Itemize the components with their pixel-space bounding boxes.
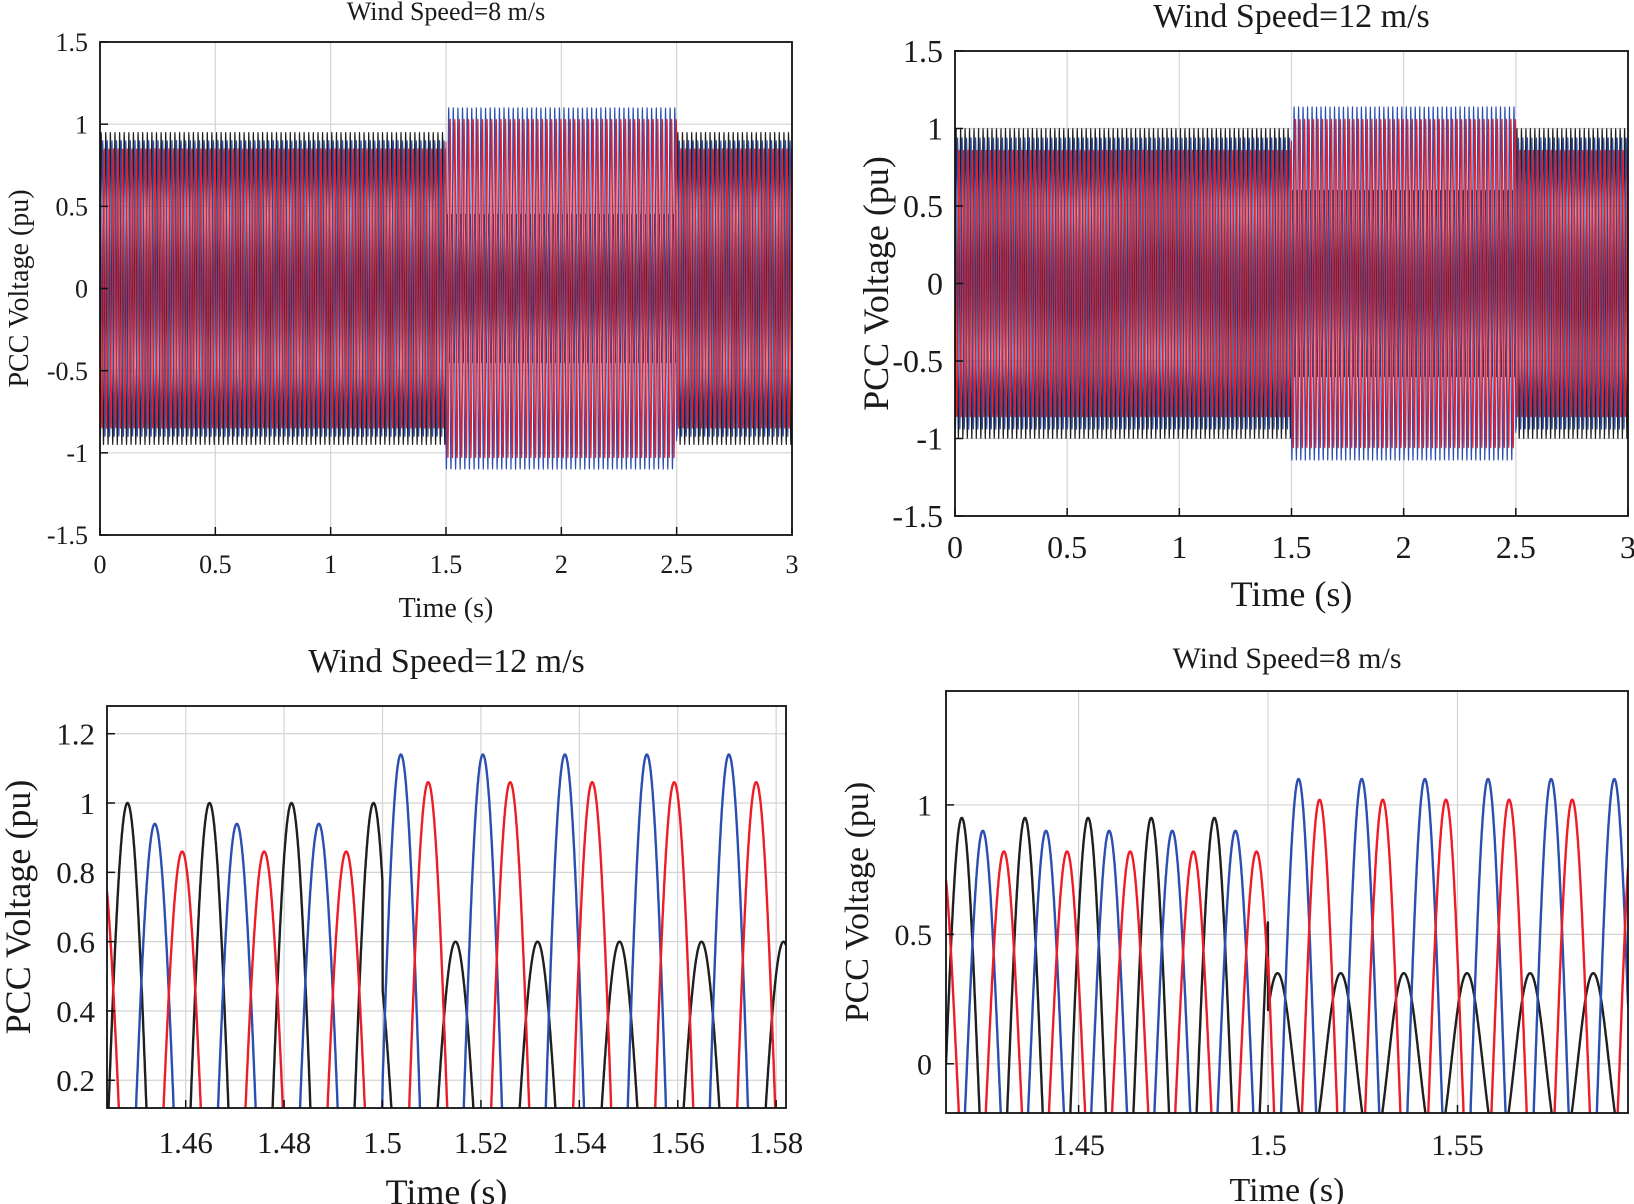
y-tick-label: -1.5 — [892, 498, 943, 534]
series-line-phase-c — [946, 798, 1628, 1113]
x-tick-label: 1.5 — [1249, 1129, 1287, 1162]
y-tick-label: 1 — [917, 789, 932, 822]
y-tick-label: 0.8 — [56, 855, 95, 890]
y-tick-label: 1.5 — [903, 33, 943, 69]
x-tick-label: 1.56 — [651, 1125, 705, 1160]
x-tick-label: 1.55 — [1431, 1129, 1484, 1162]
x-tick-label: 1.54 — [552, 1125, 607, 1160]
x-tick-label: 0 — [947, 529, 963, 565]
series-line-phase-b — [100, 107, 792, 470]
y-tick-label: 0.4 — [56, 994, 95, 1029]
y-axis-label: PCC Voltage (pu) — [856, 156, 896, 411]
chart-bottom-right: 1.45 1.5 1.55 1 0.5 0 Wind Speed=8 m/s Time (s)… — [839, 642, 1629, 1204]
x-tick-label: 0 — [94, 550, 107, 579]
chart-top-right: 0 0.5 1 1.5 2 2.5 3 1.5 1 0.5 0 -0.5 -1 -1.5 Wind Spee… — [856, 0, 1634, 614]
y-tick-label: 0 — [917, 1048, 932, 1081]
x-tick-label: 3 — [1620, 529, 1634, 565]
x-tick-label: 1.5 — [1272, 529, 1312, 565]
chart-title: Wind Speed=12 m/s — [1153, 0, 1430, 35]
y-tick-label: 1 — [75, 110, 88, 139]
x-tick-label: 0.5 — [1047, 529, 1087, 565]
y-axis-label: PCC Voltage (pu) — [0, 780, 38, 1035]
plot-area — [946, 691, 1628, 1113]
x-axis-label: Time (s) — [1230, 1172, 1345, 1204]
x-tick-label: 2.5 — [660, 550, 693, 579]
y-axis-label: PCC Voltage (pu) — [4, 189, 35, 387]
y-axis-label: PCC Voltage (pu) — [839, 782, 876, 1023]
x-tick-label: 1.45 — [1052, 1129, 1105, 1162]
y-tick-label: -1 — [66, 439, 88, 468]
y-tick-label: 0.2 — [56, 1063, 95, 1098]
x-tick-label: 1.5 — [430, 550, 463, 579]
series-line-phase-c — [100, 118, 792, 459]
series-line-phase-a — [955, 127, 1628, 440]
y-tick-label: 0 — [75, 275, 88, 304]
axes-frame — [945, 690, 1629, 1114]
y-tick-label: 0.5 — [895, 919, 933, 952]
series-line-phase-c — [107, 781, 777, 1108]
x-axis-label: Time (s) — [399, 593, 494, 624]
y-tick-label: 1 — [80, 786, 96, 821]
x-tick-label: 3 — [786, 550, 799, 579]
series-line-phase-b — [134, 753, 750, 1108]
x-tick-label: 1.58 — [749, 1125, 803, 1160]
series-group — [946, 777, 1628, 1113]
y-tick-label: 1 — [927, 111, 943, 147]
x-tick-label: 1.46 — [159, 1125, 213, 1160]
x-tick-label: 2 — [1396, 529, 1412, 565]
x-tick-label: 2.5 — [1496, 529, 1536, 565]
series-line-phase-a — [107, 801, 786, 1108]
x-tick-label: 1.52 — [454, 1125, 508, 1160]
chart-title: Wind Speed=12 m/s — [308, 643, 585, 680]
x-tick-label: 2 — [555, 550, 568, 579]
x-axis-label: Time (s) — [386, 1172, 508, 1204]
series-group — [107, 753, 786, 1108]
series-group — [955, 106, 1628, 461]
chart-title: Wind Speed=8 m/s — [347, 0, 546, 26]
x-axis-label: Time (s) — [1231, 574, 1353, 614]
series-group — [100, 107, 792, 470]
x-tick-label: 0.5 — [199, 550, 232, 579]
series-line-phase-a — [100, 131, 792, 446]
x-tick-label: 1.5 — [363, 1125, 402, 1160]
y-tick-label: -0.5 — [892, 343, 943, 379]
y-tick-label: 0 — [927, 266, 943, 302]
series-line-phase-b — [955, 106, 1628, 461]
chart-top-left: 0 0.5 1 1.5 2 2.5 3 1.5 1 0.5 0 -0.5 -1 -1.5 Wind Spee… — [4, 0, 799, 624]
y-tick-label: -1.5 — [47, 521, 88, 550]
y-tick-label: 0.5 — [903, 188, 943, 224]
y-tick-label: -1 — [916, 421, 943, 457]
y-tick-label: 1.2 — [56, 717, 95, 752]
x-tick-label: 1 — [1171, 529, 1187, 565]
chart-title: Wind Speed=8 m/s — [1172, 642, 1401, 675]
series-line-phase-c — [955, 118, 1628, 449]
y-tick-label: 1.5 — [56, 28, 89, 57]
y-tick-label: -0.5 — [47, 357, 88, 386]
y-tick-label: 0.5 — [56, 192, 89, 221]
x-tick-label: 1.48 — [257, 1125, 311, 1160]
axes-frame — [106, 705, 787, 1109]
chart-bottom-left: 1.46 1.48 1.5 1.52 1.54 1.56 1.58 1.2 1 0.8 0.6 0.4… — [0, 643, 803, 1204]
x-tick-label: 1 — [324, 550, 337, 579]
series-line-phase-b — [963, 777, 1628, 1113]
y-tick-label: 0.6 — [56, 925, 95, 960]
series-line-phase-a — [946, 816, 1617, 1113]
